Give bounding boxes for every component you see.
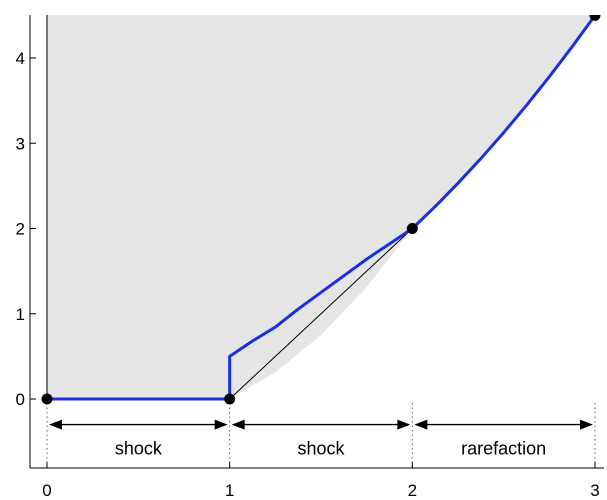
data-point-0 <box>41 393 53 405</box>
shaded-region <box>47 15 595 399</box>
region-label-2: rarefaction <box>461 439 546 459</box>
region-label-0: shock <box>115 439 163 459</box>
plot-area: shock shock rarefaction <box>41 15 601 468</box>
data-point-2 <box>406 223 418 234</box>
chord-line <box>229 228 413 400</box>
region-arrow-head-left-0 <box>49 419 62 430</box>
y-tick-label-4: 4 <box>16 49 25 68</box>
data-point-3 <box>589 15 601 21</box>
series-line-0 <box>47 15 597 401</box>
x-tick-label-1: 1 <box>225 481 234 500</box>
data-point-1 <box>224 393 236 405</box>
axes: 0 1 2 3 4 0 1 2 3 <box>16 15 604 500</box>
region-arrow-head-left-2 <box>414 419 428 430</box>
region-arrow-head-right-0 <box>214 419 228 430</box>
clipped-plot: shock shock rarefaction <box>41 15 601 468</box>
y-tick-label-1: 1 <box>16 305 25 324</box>
x-tick-label-2: 2 <box>408 481 417 500</box>
x-tick-label-0: 0 <box>42 481 51 500</box>
region-arrow-head-right-2 <box>580 419 593 430</box>
y-tick-label-3: 3 <box>16 134 25 153</box>
region-arrow-head-left-1 <box>231 419 245 430</box>
y-tick-label-2: 2 <box>16 220 25 239</box>
y-tick-label-0: 0 <box>16 390 25 409</box>
x-tick-label-3: 3 <box>590 481 599 500</box>
region-arrow-head-right-1 <box>397 419 411 430</box>
region-label-1: shock <box>297 439 345 459</box>
